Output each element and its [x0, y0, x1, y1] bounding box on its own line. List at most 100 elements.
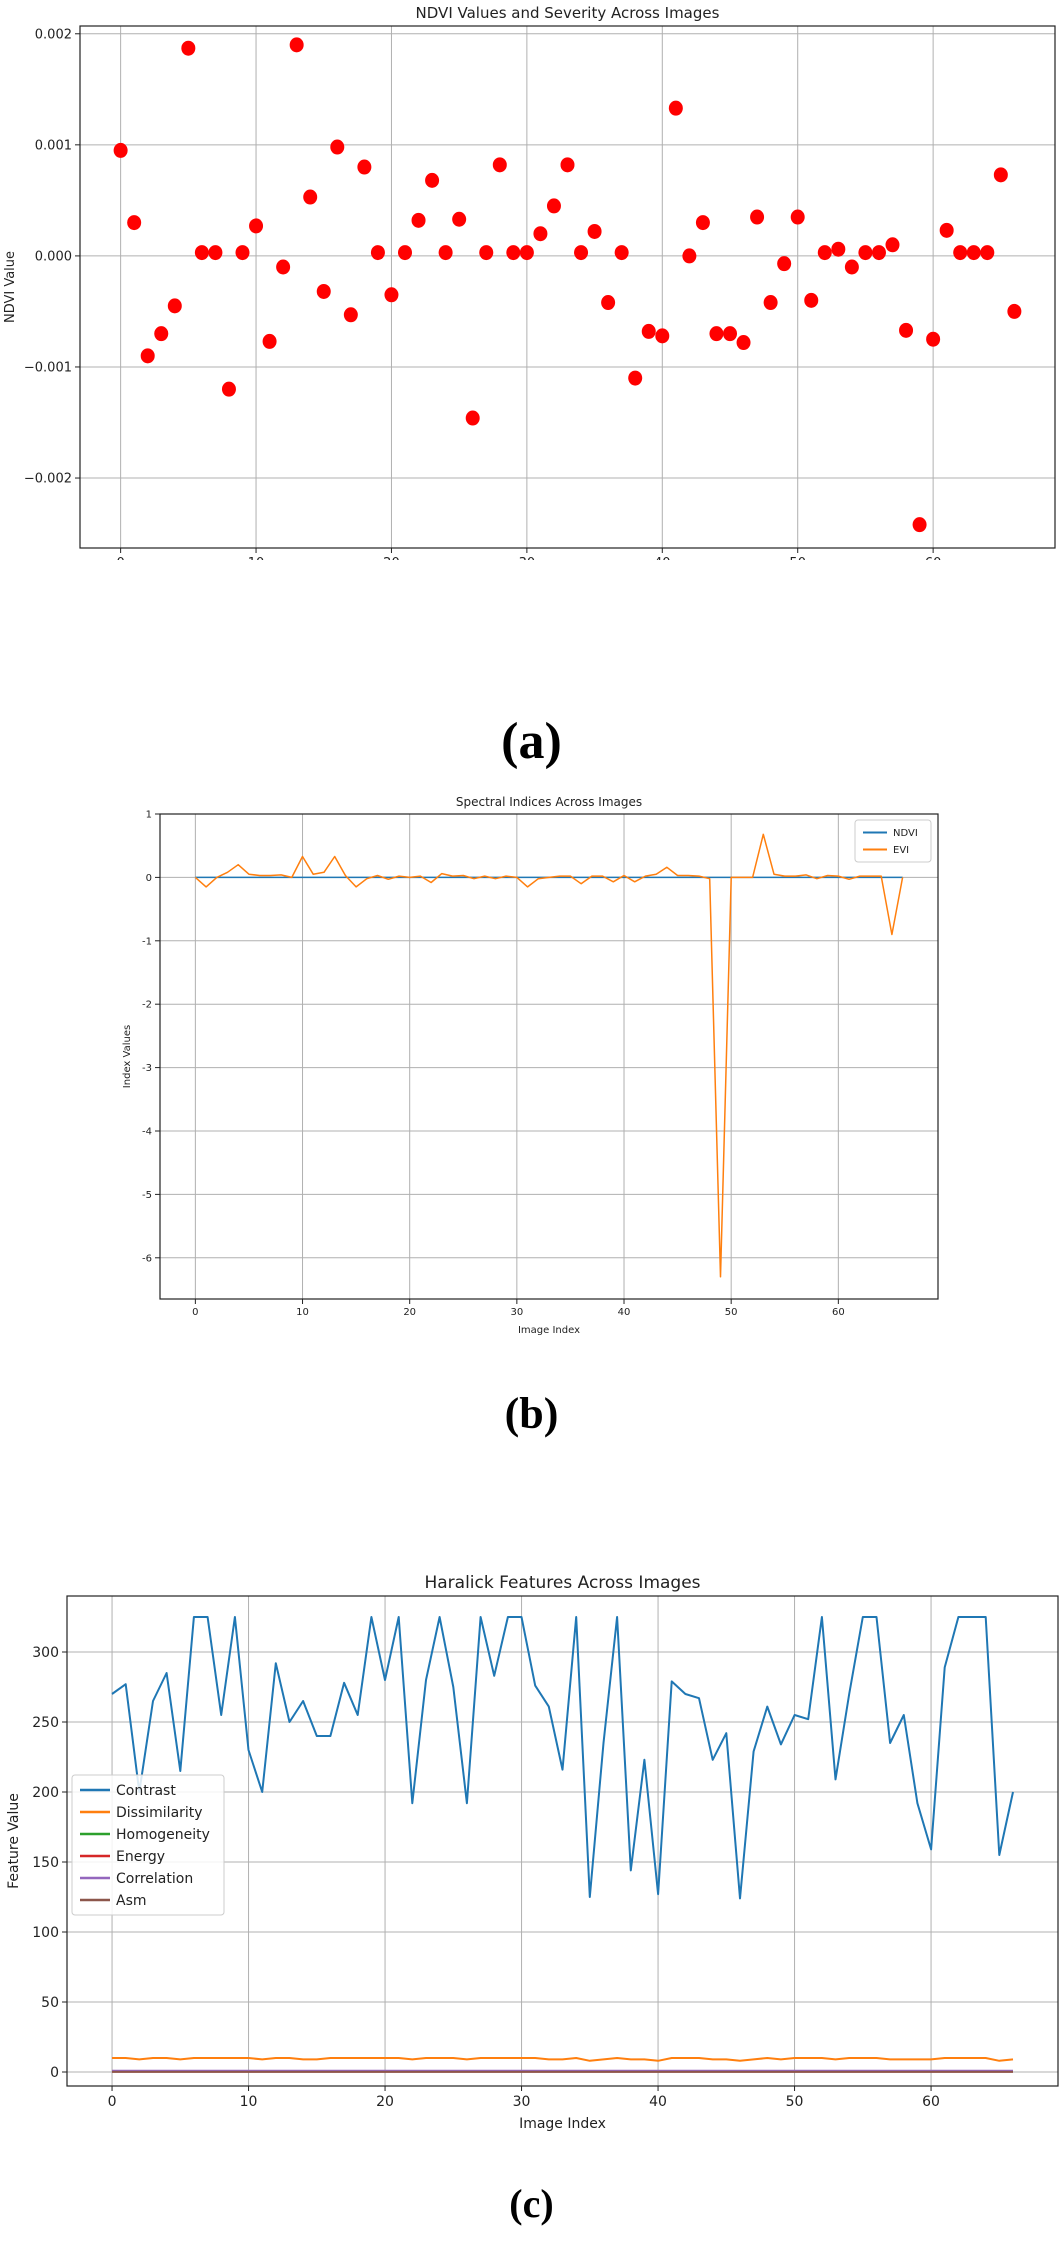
- data-point: [330, 139, 345, 155]
- y-tick-label: 0: [50, 2065, 59, 2081]
- y-tick-label: -3: [142, 1063, 152, 1074]
- y-tick-label: -1: [142, 936, 152, 947]
- data-point: [709, 326, 724, 342]
- legend-label-asm: Asm: [116, 1893, 147, 1909]
- data-point: [289, 37, 304, 53]
- legend-box: [71, 1774, 225, 1916]
- data-point: [966, 245, 981, 261]
- figure-b: 0 10 20 30 40 50 60 1 0 -1 -2 -3 -4 -5 -6 Spectral Indi…: [0, 790, 1063, 1350]
- data-point: [370, 245, 385, 261]
- data-point: [303, 189, 318, 205]
- data-point: [208, 245, 223, 261]
- chart-title: NDVI Values and Severity Across Images: [416, 4, 720, 22]
- y-tick-label: 1: [146, 810, 152, 821]
- data-point: [1007, 303, 1022, 319]
- plot-area: [113, 37, 1022, 533]
- data-point: [953, 245, 968, 261]
- data-point: [885, 237, 900, 253]
- legend: Contrast Dissimilarity Homogeneity Energy Co…: [71, 1774, 225, 1916]
- data-point: [750, 209, 765, 225]
- data-point: [533, 226, 548, 242]
- legend: NDVI EVI: [854, 819, 932, 863]
- plot-frame: [79, 25, 1056, 549]
- data-point: [519, 245, 534, 261]
- x-tick-label: 50: [789, 556, 806, 560]
- data-point: [817, 245, 832, 261]
- data-point: [357, 159, 372, 175]
- x-tick-label: 20: [383, 556, 400, 560]
- x-tick-label: 30: [513, 2094, 531, 2110]
- data-point: [316, 283, 331, 299]
- y-tick-label: -2: [142, 1000, 152, 1011]
- ndvi-scatter-chart: 0 10 20 30 40 50 60 −0.002 −0.001 0.000 0.001 0.002…: [3, 4, 1056, 560]
- data-point: [682, 248, 697, 264]
- data-point: [641, 323, 656, 339]
- data-point: [221, 381, 236, 397]
- y-tick-label: -6: [142, 1253, 152, 1264]
- x-tick-label: 0: [108, 2094, 117, 2110]
- caption-c: (c): [509, 2181, 554, 2226]
- legend-label-evi: EVI: [893, 845, 909, 856]
- x-tick-label: 20: [376, 2094, 394, 2110]
- data-point: [384, 287, 399, 303]
- data-point: [398, 245, 412, 261]
- x-tick-label: 10: [296, 1307, 309, 1318]
- figure-a: 0 10 20 30 40 50 60 −0.002 −0.001 0.000 0.001 0.002…: [0, 0, 1063, 560]
- plot-area: [111, 1616, 1014, 2073]
- data-point: [194, 245, 209, 261]
- data-point: [777, 256, 792, 272]
- data-point: [601, 295, 616, 311]
- data-point: [276, 259, 291, 275]
- haralick-features-chart: 0 10 20 30 40 50 60 0 50 100 150 200 250 300 Haralick …: [6, 1573, 1059, 2132]
- x-tick-label: 60: [925, 556, 942, 560]
- data-point: [574, 245, 589, 261]
- x-tick-label: 20: [403, 1307, 416, 1318]
- x-tick-label: 0: [192, 1307, 198, 1318]
- data-point: [614, 245, 629, 261]
- x-tick-label: 40: [654, 556, 671, 560]
- data-point: [492, 157, 507, 173]
- data-point: [154, 326, 169, 342]
- y-tick-label: 100: [32, 1925, 59, 1941]
- y-tick-label: 0.002: [35, 27, 72, 42]
- x-axis-label: Image Index: [519, 2116, 606, 2132]
- data-point: [804, 292, 819, 308]
- x-tick-label: 60: [832, 1307, 845, 1318]
- data-point: [167, 298, 182, 314]
- data-point: [980, 245, 995, 261]
- x-tick-label: 50: [786, 2094, 804, 2110]
- data-point: [858, 245, 873, 261]
- caption-b: (b): [504, 1389, 559, 1438]
- data-point: [926, 331, 941, 347]
- y-tick-label: 200: [32, 1785, 59, 1801]
- legend-label-contrast: Contrast: [116, 1783, 176, 1799]
- series-line-dissimilarity: [112, 2057, 1014, 2062]
- data-point: [844, 259, 859, 275]
- data-point: [479, 245, 494, 261]
- x-tick-label: 40: [618, 1307, 631, 1318]
- data-point: [763, 295, 778, 311]
- data-point: [546, 198, 561, 214]
- y-tick-label: -4: [142, 1126, 152, 1137]
- data-point: [506, 245, 521, 261]
- series-line-evi: [194, 833, 904, 1278]
- data-point: [587, 223, 602, 239]
- data-point: [425, 172, 440, 188]
- legend-label-dissimilarity: Dissimilarity: [116, 1805, 203, 1821]
- data-point: [181, 40, 196, 56]
- data-point: [235, 245, 250, 261]
- x-tick-label: 30: [510, 1307, 523, 1318]
- data-point: [560, 157, 575, 173]
- data-point: [262, 333, 277, 349]
- data-point: [912, 517, 927, 533]
- data-point: [736, 335, 751, 351]
- legend-box: [854, 819, 932, 863]
- data-point: [899, 322, 914, 338]
- y-tick-label: 0: [146, 873, 152, 884]
- legend-label-correlation: Correlation: [116, 1871, 193, 1887]
- x-tick-label: 60: [922, 2094, 940, 2110]
- data-point: [411, 212, 426, 228]
- x-axis-label: Image Index: [518, 1325, 580, 1336]
- legend-label-energy: Energy: [116, 1849, 165, 1865]
- data-point: [628, 370, 643, 386]
